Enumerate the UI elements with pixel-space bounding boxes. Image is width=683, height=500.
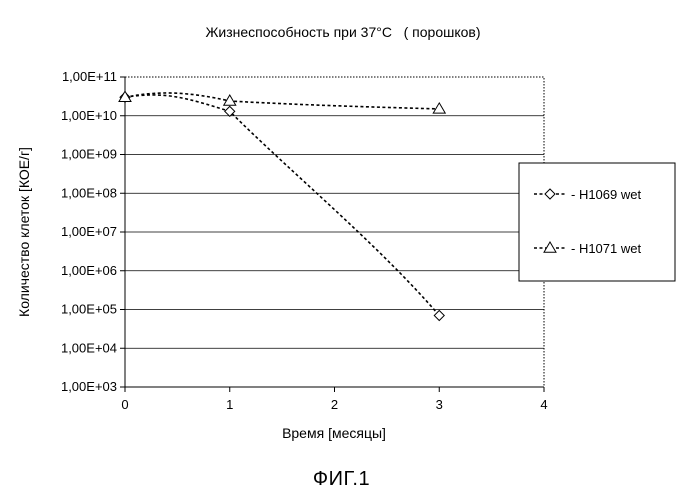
- x-axis-label: Время [месяцы]: [282, 425, 386, 441]
- legend-label: - H1071 wet: [571, 241, 641, 256]
- data-point: [118, 90, 132, 102]
- x-tick-label: 0: [121, 397, 128, 412]
- data-point: [222, 94, 237, 106]
- y-tick-label: 1,00E+09: [61, 147, 117, 162]
- legend: - H1069 wet - H1071 wet: [518, 162, 676, 282]
- legend-entry: - H1069 wet: [534, 187, 641, 202]
- y-axis-label: Количество клеток [КОЕ/г]: [16, 147, 32, 317]
- series-0: [119, 91, 445, 322]
- series-1: [118, 90, 447, 114]
- x-tick-label: 4: [540, 397, 547, 412]
- y-tick-labels: 1,00E+03 1,00E+04 1,00E+05 1,00E+06 1,00E+07…: [61, 69, 117, 394]
- x-tick-labels: 0 1 2 3 4: [121, 397, 547, 412]
- series-line: [124, 94, 440, 317]
- grid-lines: [125, 115, 544, 349]
- axes: [120, 76, 545, 392]
- y-tick-label: 1,00E+03: [61, 379, 117, 394]
- legend-label: - H1069 wet: [571, 187, 641, 202]
- legend-box: [518, 162, 676, 282]
- y-tick-label: 1,00E+07: [61, 224, 117, 239]
- data-series: [118, 90, 447, 322]
- legend-entry: - H1071 wet: [534, 241, 641, 256]
- legend-marker: [543, 241, 557, 253]
- x-tick-label: 2: [331, 397, 338, 412]
- legend-marker: [544, 188, 556, 200]
- y-tick-label: 1,00E+06: [61, 263, 117, 278]
- y-tick-label: 1,00E+10: [61, 108, 117, 123]
- chart-title: Жизнеспособность при 37°C ( порошков): [205, 24, 480, 40]
- x-tick-label: 1: [226, 397, 233, 412]
- data-point: [432, 101, 447, 114]
- figure-caption: ФИГ.1: [312, 468, 371, 490]
- y-tick-label: 1,00E+08: [61, 185, 117, 200]
- y-tick-label: 1,00E+11: [62, 69, 117, 84]
- x-tick-label: 3: [436, 397, 443, 412]
- data-point: [224, 105, 236, 118]
- y-tick-label: 1,00E+05: [61, 302, 117, 317]
- chart: Жизнеспособность при 37°C ( порошков) 1,…: [16, 24, 676, 441]
- data-point: [433, 309, 445, 322]
- series-line: [124, 92, 440, 110]
- y-tick-label: 1,00E+04: [61, 340, 117, 355]
